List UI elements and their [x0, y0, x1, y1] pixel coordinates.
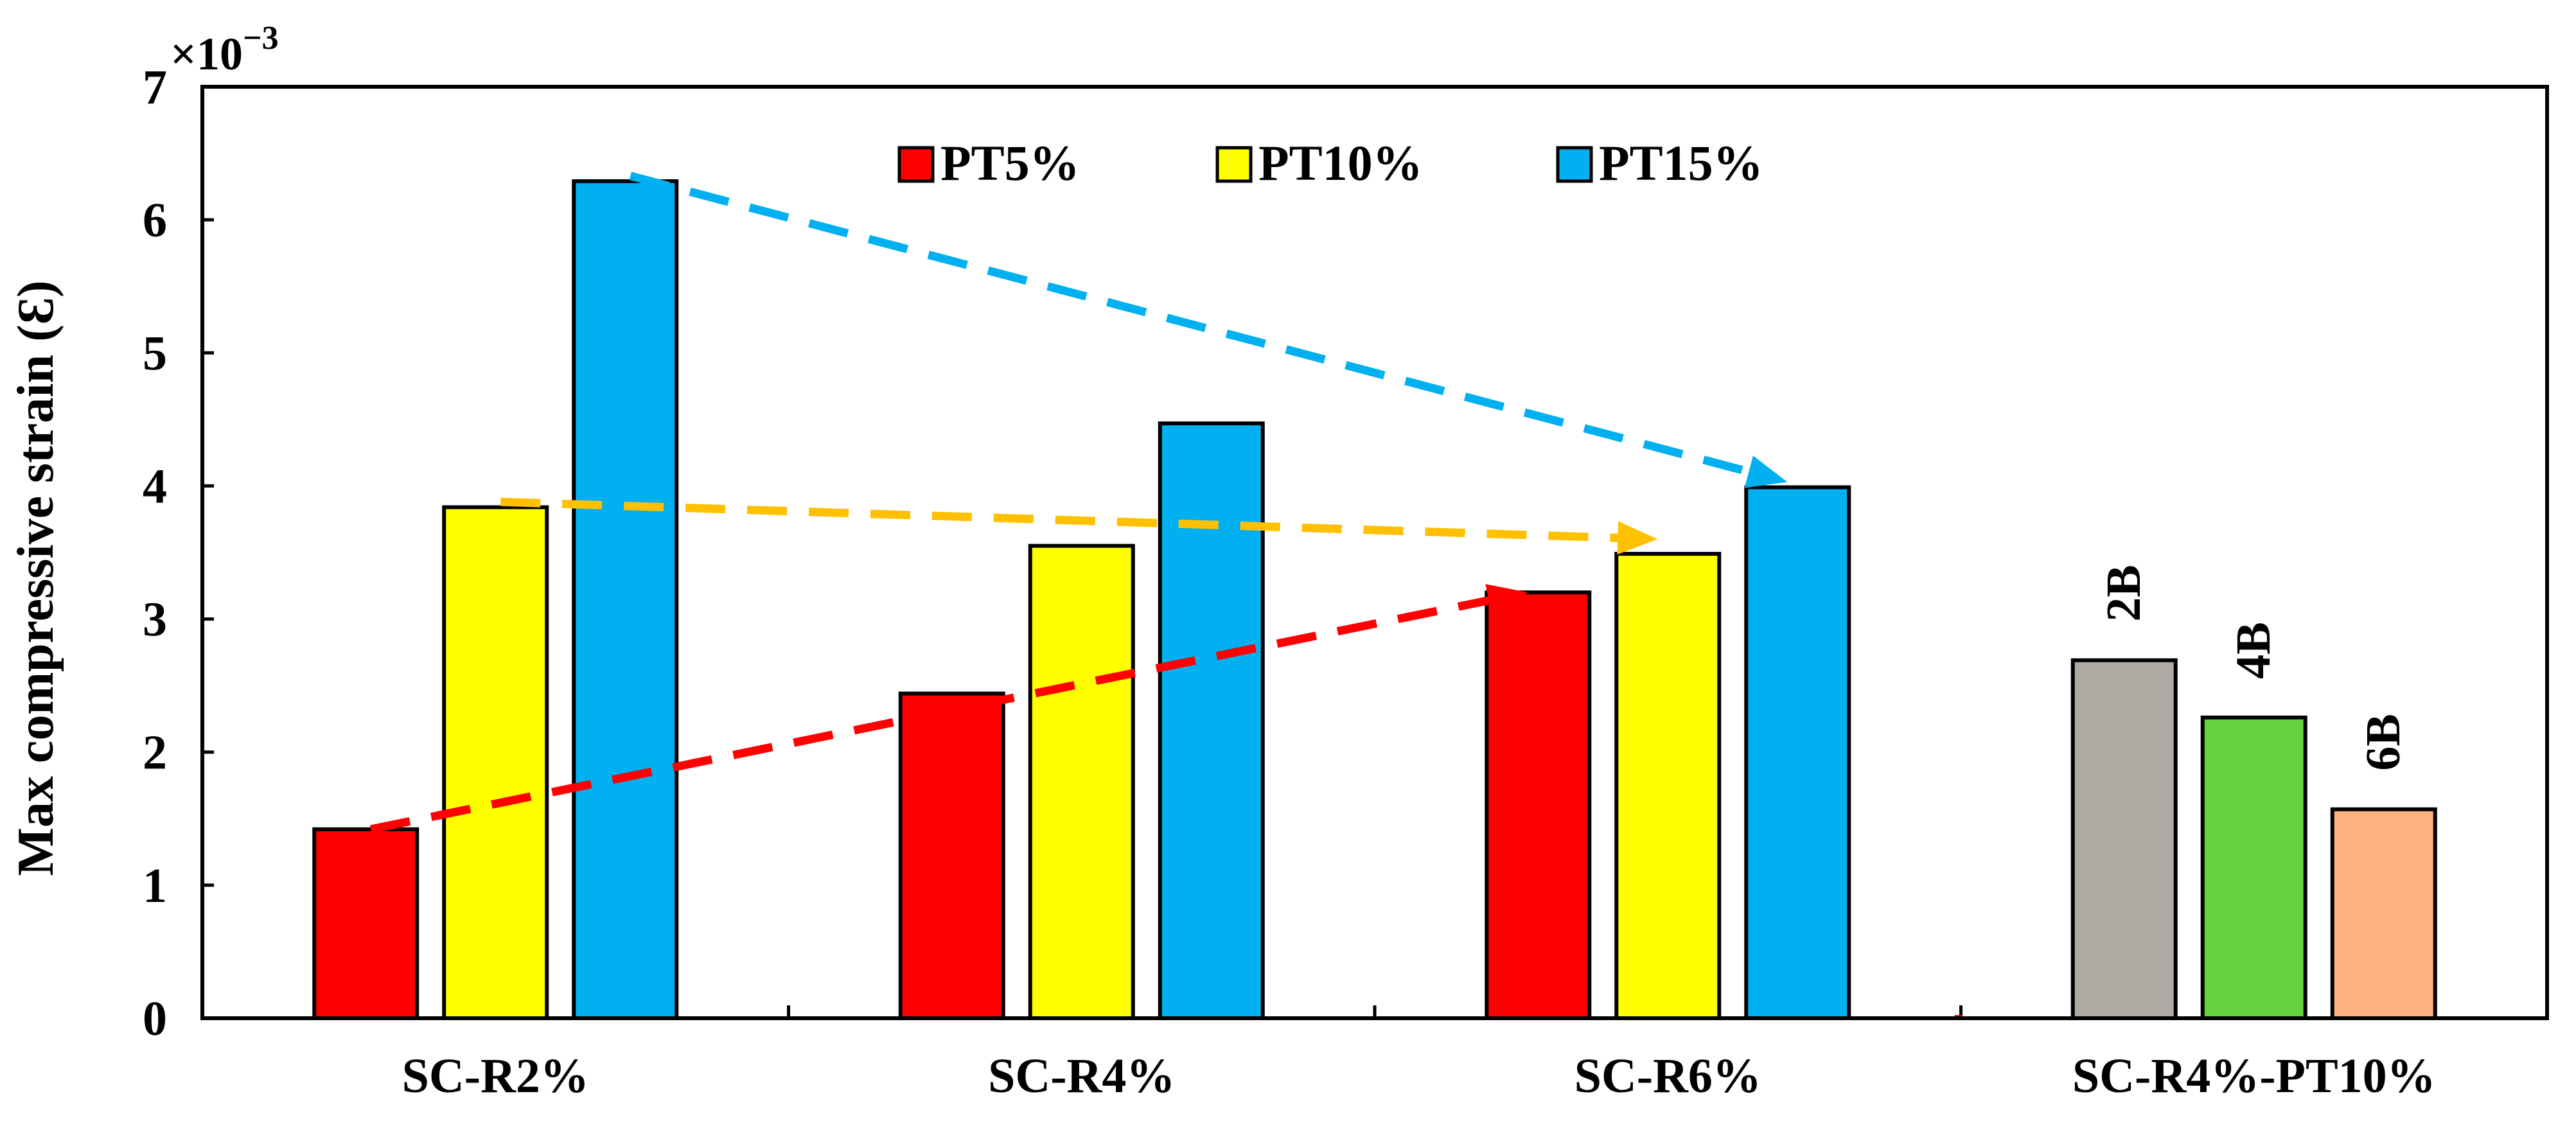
plot-area-frame — [200, 85, 2549, 1020]
bar-sc-r2-pt10- — [442, 505, 549, 1020]
y-tick-label: 0 — [143, 992, 167, 1046]
bar-sc-r4-pt10-6b — [2330, 807, 2437, 1021]
bar-sc-r2-pt5- — [312, 827, 419, 1021]
legend-label: PT10% — [1258, 135, 1423, 191]
bar-sc-r6-pt5- — [1485, 590, 1592, 1020]
legend-swatch — [1556, 146, 1593, 183]
x-tick-label: SC-R2% — [402, 1049, 589, 1103]
legend-label: PT15% — [1599, 135, 1763, 191]
y-tick-label: 7 — [143, 60, 167, 114]
y-tick-label: 2 — [143, 726, 167, 780]
y-axis-label: Max compressive strain (Ɛ) — [8, 280, 64, 876]
bar-sc-r4-pt10- — [1028, 543, 1135, 1020]
legend-label: PT5% — [940, 135, 1080, 191]
bar-sc-r2-pt15- — [572, 179, 679, 1021]
bar-annotation-6b: 6B — [2356, 714, 2410, 771]
bar-sc-r6-pt15- — [1744, 485, 1851, 1020]
trend-arrow-pt15 — [629, 172, 1750, 476]
y-axis-multiplier-base: ×10 — [170, 28, 243, 80]
trend-arrow-pt5 — [369, 596, 1490, 834]
trend-arrow-head — [1617, 521, 1658, 555]
y-tick-label: 3 — [143, 593, 167, 647]
bar-sc-r4-pt15- — [1158, 421, 1265, 1020]
y-tick-label: 4 — [143, 459, 167, 513]
x-tick-label: SC-R4%-PT10% — [2072, 1049, 2436, 1103]
bar-sc-r6-pt10- — [1614, 552, 1722, 1020]
y-tick-label: 6 — [143, 193, 167, 247]
legend: PT5% PT10% PT15% — [897, 135, 1763, 191]
y-axis-multiplier: ×10−3 — [170, 20, 279, 80]
bar-sc-r4-pt10-4b — [2200, 715, 2307, 1021]
trend-arrows-layer — [369, 172, 1788, 834]
bar-annotation-2b: 2B — [2097, 565, 2151, 622]
legend-swatch — [897, 146, 935, 183]
x-tick-label: SC-R6% — [1575, 1049, 1761, 1103]
y-axis-title: Max compressive strain (Ɛ) — [8, 280, 64, 876]
x-tick-label: SC-R4% — [988, 1049, 1175, 1103]
trend-arrow-pt10 — [500, 497, 1618, 542]
legend-swatch — [1215, 146, 1253, 183]
trend-arrow-head — [1744, 455, 1788, 488]
bars-layer: 2B 4B 6B — [312, 179, 2437, 1021]
bar-sc-r4-pt10-2b — [2070, 658, 2178, 1021]
bar-sc-r4-pt5- — [898, 691, 1005, 1020]
y-axis-ticks: 0 1 2 3 4 5 6 7 — [143, 60, 1963, 1046]
x-axis-labels: SC-R2% SC-R4% SC-R6% SC-R4%-PT10% — [402, 1049, 2436, 1103]
bar-annotation-4b: 4B — [2227, 622, 2280, 679]
trend-arrow-head — [1485, 584, 1528, 617]
y-axis-multiplier-exponent: −3 — [243, 20, 279, 57]
y-tick-label: 1 — [143, 859, 167, 913]
y-tick-label: 5 — [143, 326, 167, 380]
